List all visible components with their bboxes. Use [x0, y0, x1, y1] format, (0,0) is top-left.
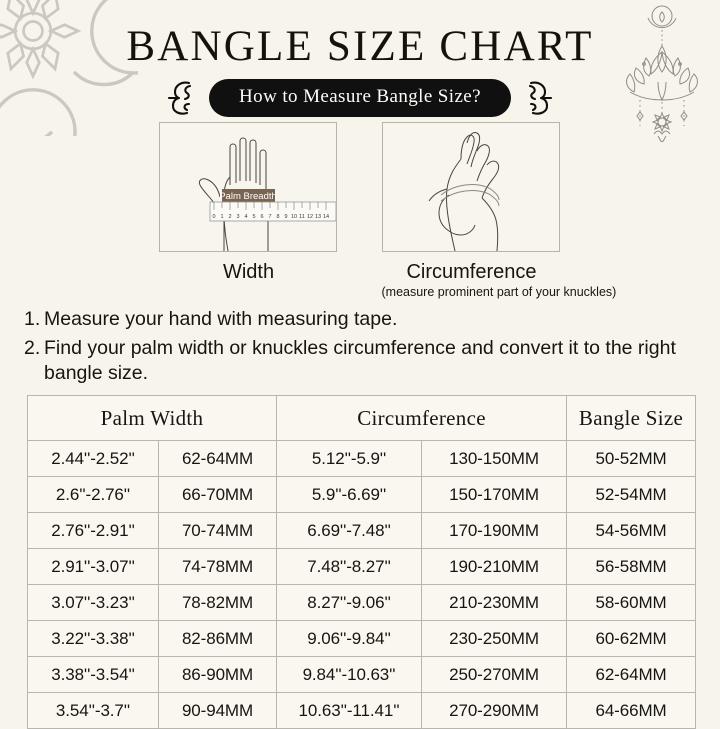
cell-circ-mm: 210-230MM — [421, 584, 568, 621]
cell-bangle-size: 60-62MM — [566, 620, 697, 657]
cell-palm-mm: 86-90MM — [157, 656, 278, 693]
subtitle-pill: How to Measure Bangle Size? — [209, 79, 511, 117]
cell-circ-mm: 230-250MM — [421, 620, 568, 657]
svg-text:10: 10 — [290, 214, 296, 220]
cell-bangle-size: 52-54MM — [566, 476, 697, 513]
table-row: 3.22''-3.38'' 82-86MM 9.06''-9.84'' 230-… — [27, 620, 697, 657]
cell-bangle-size: 62-64MM — [566, 656, 697, 693]
cell-palm-inches: 3.22''-3.38'' — [27, 620, 159, 657]
table-row: 3.38''-3.54'' 86-90MM 9.84''-10.63'' 250… — [27, 656, 697, 693]
instruction-number: 2. — [24, 336, 41, 359]
cell-palm-inches: 2.91''-3.07'' — [27, 548, 159, 585]
svg-text:12: 12 — [306, 214, 312, 220]
svg-text:2: 2 — [228, 214, 231, 220]
cell-circ-mm: 270-290MM — [421, 692, 568, 729]
cell-palm-inches: 3.54''-3.7'' — [27, 692, 159, 729]
cell-bangle-size: 54-56MM — [566, 512, 697, 549]
diagram-circumference-box — [381, 122, 560, 252]
table-row: 2.44''-2.52'' 62-64MM 5.12''-5.9'' 130-1… — [27, 440, 697, 477]
diagram-circumference-caption: Circumference — [406, 261, 537, 283]
cell-circ-mm: 170-190MM — [421, 512, 568, 549]
page-title: BANGLE SIZE CHART — [126, 23, 594, 70]
svg-text:0: 0 — [212, 214, 215, 220]
cell-palm-inches: 3.38''-3.54'' — [27, 656, 159, 693]
cell-palm-mm: 78-82MM — [157, 584, 278, 621]
cell-circ-mm: 130-150MM — [421, 440, 568, 477]
table-header-palm-width: Palm Width — [26, 395, 278, 441]
table-row: 3.07''-3.23'' 78-82MM 8.27''-9.06'' 210-… — [27, 584, 697, 621]
table-row: 2.6''-2.76'' 66-70MM 5.9''-6.69'' 150-17… — [27, 476, 697, 513]
hand-palm-ruler-icon: Palm Breadth 0 1 2 3 4 5 6 7 8 9 10 — [198, 137, 336, 251]
cell-circ-inches: 8.27''-9.06'' — [276, 584, 423, 621]
cell-palm-mm: 70-74MM — [157, 512, 278, 549]
table-header-bangle-size: Bangle Size — [566, 395, 697, 441]
flourish-ornament-icon — [528, 81, 553, 115]
instruction-list: 1. Measure your hand with measuring tape… — [24, 307, 696, 390]
instruction-text: Measure your hand with measuring tape. — [44, 308, 398, 330]
cell-bangle-size: 56-58MM — [566, 548, 697, 585]
cell-circ-inches: 5.9''-6.69'' — [276, 476, 423, 513]
cell-palm-inches: 2.44''-2.52'' — [27, 440, 159, 477]
hand-knuckles-tape-icon — [428, 132, 499, 251]
diagram-circumference-subcaption: (measure prominent part of your knuckles… — [381, 285, 617, 299]
palm-breadth-label: Palm Breadth — [219, 191, 277, 202]
svg-text:5: 5 — [252, 214, 255, 220]
svg-text:1: 1 — [220, 214, 223, 220]
table-row: 2.76''-2.91'' 70-74MM 6.69''-7.48'' 170-… — [27, 512, 697, 549]
diagram-width: Palm Breadth 0 1 2 3 4 5 6 7 8 9 10 — [158, 122, 339, 299]
table-row: 2.91''-3.07'' 74-78MM 7.48''-8.27'' 190-… — [27, 548, 697, 585]
cell-palm-mm: 66-70MM — [157, 476, 278, 513]
instruction-number: 1. — [24, 308, 41, 330]
cell-circ-inches: 9.84''-10.63'' — [276, 656, 423, 693]
svg-text:7: 7 — [268, 214, 271, 220]
cell-circ-inches: 6.69''-7.48'' — [276, 512, 423, 549]
instruction-item: 1. Measure your hand with measuring tape… — [24, 307, 696, 332]
diagram-circumference: Circumference (measure prominent part of… — [381, 122, 617, 299]
svg-text:6: 6 — [260, 214, 263, 220]
cell-palm-inches: 2.76''-2.91'' — [27, 512, 159, 549]
diagram-width-caption: Width — [222, 261, 275, 283]
cell-bangle-size: 50-52MM — [566, 440, 697, 477]
cell-palm-inches: 2.6''-2.76'' — [27, 476, 159, 513]
cell-circ-inches: 5.12''-5.9'' — [276, 440, 423, 477]
cell-circ-mm: 250-270MM — [421, 656, 568, 693]
cell-circ-mm: 190-210MM — [421, 548, 568, 585]
table-header-row: Palm Width Circumference Bangle Size — [26, 395, 697, 441]
bangle-size-table: Palm Width Circumference Bangle Size 2.4… — [26, 395, 697, 729]
svg-text:9: 9 — [284, 214, 287, 220]
cell-palm-mm: 90-94MM — [157, 692, 278, 729]
cell-bangle-size: 64-66MM — [566, 692, 697, 729]
svg-text:8: 8 — [276, 214, 279, 220]
diagram-row: Palm Breadth 0 1 2 3 4 5 6 7 8 9 10 — [0, 122, 720, 299]
svg-text:4: 4 — [244, 214, 247, 220]
svg-text:3: 3 — [236, 214, 239, 220]
cell-circ-inches: 10.63''-11.41'' — [276, 692, 423, 729]
cell-palm-inches: 3.07''-3.23'' — [27, 584, 159, 621]
cell-palm-mm: 74-78MM — [157, 548, 278, 585]
table-header-circumference: Circumference — [276, 395, 568, 441]
cell-circ-inches: 7.48''-8.27'' — [276, 548, 423, 585]
instruction-text: Find your palm width or knuckles circumf… — [44, 336, 676, 384]
flourish-ornament-icon — [167, 81, 192, 115]
cell-circ-inches: 9.06''-9.84'' — [276, 620, 423, 657]
cell-palm-mm: 62-64MM — [157, 440, 278, 477]
instruction-item: 2. Find your palm width or knuckles circ… — [24, 336, 696, 386]
subtitle-row: How to Measure Bangle Size? — [0, 78, 720, 118]
svg-text:13: 13 — [314, 214, 320, 220]
table-row: 3.54''-3.7'' 90-94MM 10.63''-11.41'' 270… — [27, 692, 697, 729]
diagram-width-box: Palm Breadth 0 1 2 3 4 5 6 7 8 9 10 — [158, 122, 337, 252]
svg-text:14: 14 — [322, 214, 328, 220]
cell-palm-mm: 82-86MM — [157, 620, 278, 657]
svg-text:11: 11 — [299, 214, 305, 220]
cell-bangle-size: 58-60MM — [566, 584, 697, 621]
cell-circ-mm: 150-170MM — [421, 476, 568, 513]
